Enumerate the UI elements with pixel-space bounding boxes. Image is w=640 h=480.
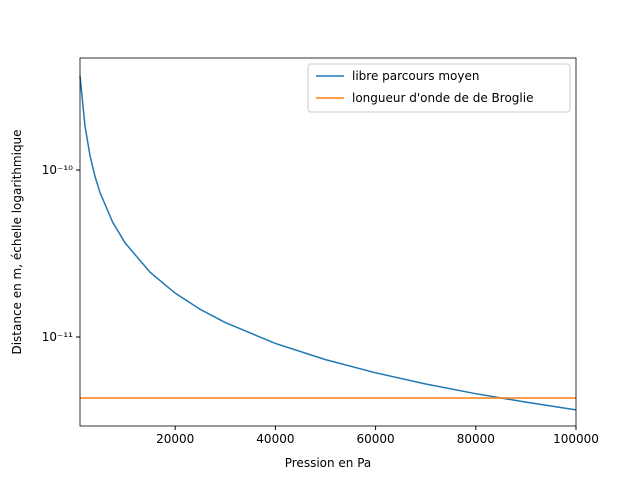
x-tick-label: 80000 <box>457 432 495 446</box>
plot-frame <box>79 57 577 427</box>
series-line <box>79 75 577 411</box>
x-axis-label: Pression en Pa <box>285 456 372 470</box>
x-tick-label: 100000 <box>553 432 599 446</box>
legend-box <box>307 63 571 113</box>
legend-label: libre parcours moyen <box>352 69 479 83</box>
legend-label: longueur d'onde de de Broglie <box>352 91 533 105</box>
y-tick-label: 10⁻¹⁰ <box>42 163 73 177</box>
x-tick-label: 60000 <box>357 432 395 446</box>
x-tick-label: 20000 <box>156 432 194 446</box>
y-tick-label: 10⁻¹¹ <box>42 330 73 344</box>
y-axis-label: Distance en m, échelle logarithmique <box>10 129 24 354</box>
x-tick-label: 40000 <box>256 432 294 446</box>
